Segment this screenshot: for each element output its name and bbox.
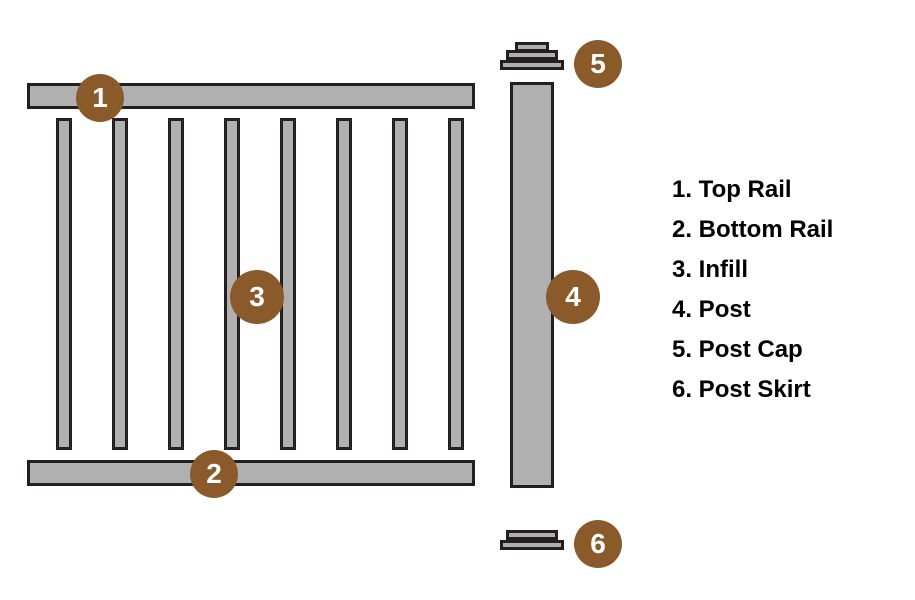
- baluster: [392, 118, 408, 450]
- legend-item: 4. Post: [672, 290, 833, 330]
- post-skirt-base: [500, 540, 564, 550]
- legend: 1. Top Rail2. Bottom Rail3. Infill4. Pos…: [672, 170, 833, 410]
- legend-item: 1. Top Rail: [672, 170, 833, 210]
- legend-item: 5. Post Cap: [672, 330, 833, 370]
- post-cap-mid: [506, 50, 558, 60]
- post-cap-base: [500, 60, 564, 70]
- badge-4: 4: [546, 270, 600, 324]
- baluster: [336, 118, 352, 450]
- badge-5: 5: [574, 40, 622, 88]
- badge-3: 3: [230, 270, 284, 324]
- baluster: [448, 118, 464, 450]
- baluster: [112, 118, 128, 450]
- legend-item: 6. Post Skirt: [672, 370, 833, 410]
- legend-item: 2. Bottom Rail: [672, 210, 833, 250]
- legend-item: 3. Infill: [672, 250, 833, 290]
- badge-6: 6: [574, 520, 622, 568]
- baluster: [56, 118, 72, 450]
- badge-2: 2: [190, 450, 238, 498]
- railing-diagram: 1 2 3 4 5 6 1. Top Rail2. Bottom Rail3. Infil…: [0, 0, 915, 600]
- baluster: [280, 118, 296, 450]
- badge-1: 1: [76, 74, 124, 122]
- post-skirt-upper: [506, 530, 558, 540]
- bottom-rail: [27, 460, 475, 486]
- baluster: [168, 118, 184, 450]
